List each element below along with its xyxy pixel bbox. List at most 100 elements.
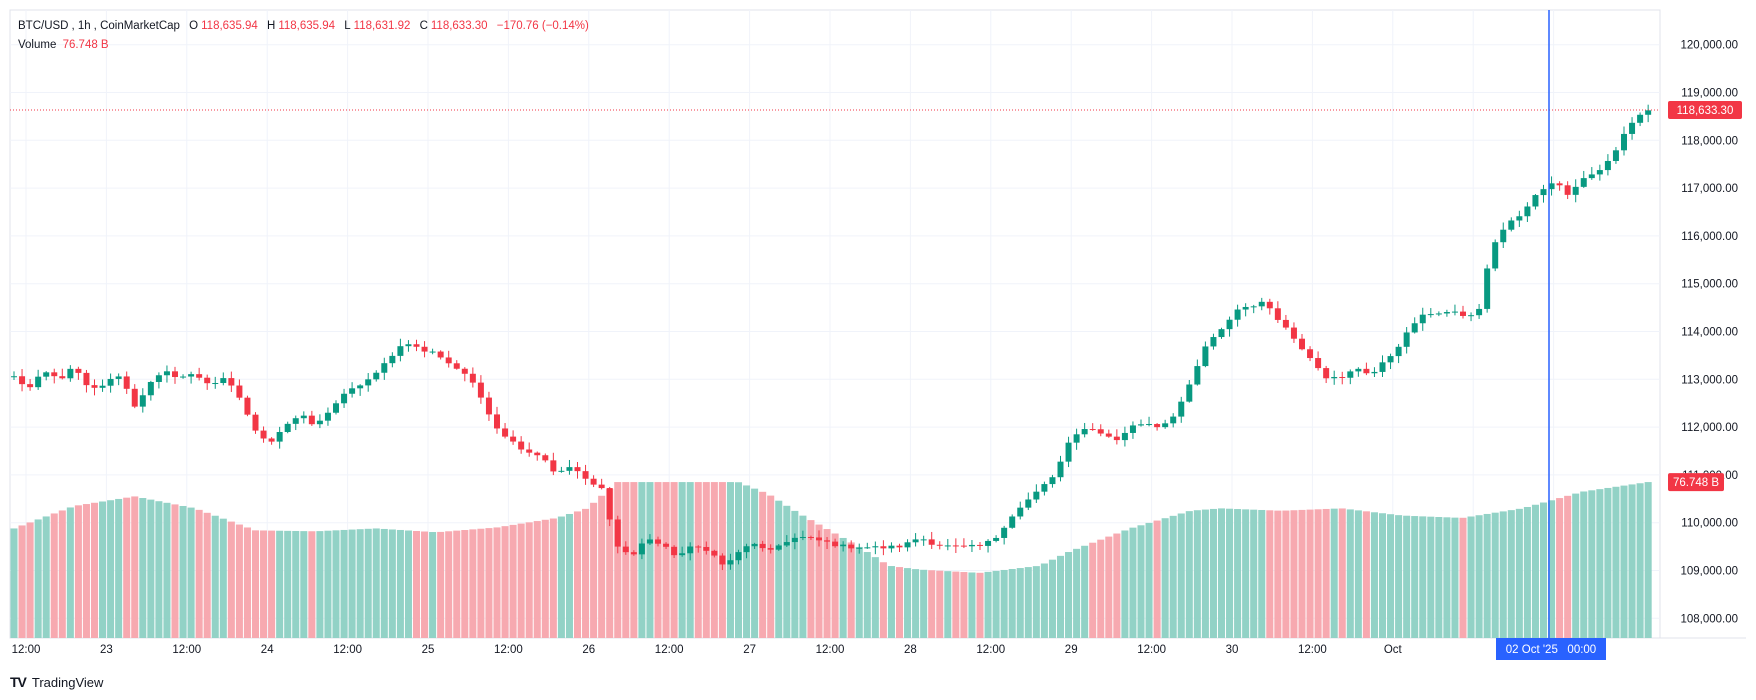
candle-body	[912, 539, 919, 543]
candle-body	[1049, 477, 1056, 485]
candle-body	[864, 547, 871, 549]
candle-body	[172, 371, 178, 378]
volume-bar	[783, 505, 791, 638]
candle-body	[832, 541, 839, 547]
volume-bar	[1266, 510, 1274, 638]
volume-bar	[1564, 495, 1572, 638]
tradingview-attribution[interactable]: TV TradingView	[10, 674, 103, 690]
volume-bar	[1282, 510, 1290, 638]
candle-body	[510, 436, 517, 442]
candle-body	[1355, 368, 1362, 372]
volume-bar	[1201, 509, 1209, 638]
crosshair-time-tag	[1496, 638, 1606, 660]
candle-body	[1516, 216, 1523, 221]
candle-body	[1427, 314, 1434, 316]
volume-bar	[590, 502, 598, 638]
candle-body	[1508, 220, 1515, 230]
candle-body	[469, 373, 476, 383]
y-tick-label: 116,000.00	[1681, 231, 1738, 243]
volume-bar	[1475, 515, 1483, 638]
volume-bar	[123, 497, 131, 638]
candle-body	[115, 376, 122, 379]
candle-body	[1435, 313, 1442, 315]
y-tick-label: 110,000.00	[1681, 518, 1738, 530]
candle-body	[357, 385, 364, 389]
volume-bar	[99, 501, 107, 638]
candle-body	[429, 351, 436, 353]
volume-bar	[775, 500, 783, 638]
candle-body	[284, 423, 291, 433]
candle-body	[1113, 436, 1120, 441]
candle-body	[1532, 195, 1539, 207]
volume-bar	[187, 507, 195, 638]
candle-body	[1395, 346, 1402, 357]
candle-body	[888, 545, 895, 549]
candle-body	[1290, 327, 1297, 339]
volume-bar	[1499, 511, 1507, 638]
x-tick-label: 12:00	[655, 644, 684, 656]
volume-bar	[364, 528, 372, 638]
candle-body	[1612, 150, 1619, 161]
volume-bar	[1065, 552, 1073, 638]
volume-bar	[952, 571, 960, 638]
candle-body	[1186, 384, 1193, 402]
candle-body	[646, 539, 653, 544]
tradingview-logo-icon: TV	[10, 674, 27, 690]
volume-bar	[847, 542, 855, 638]
tradingview-brand-text: TradingView	[31, 674, 104, 690]
volume-bar	[131, 496, 139, 638]
volume-bar	[1612, 486, 1620, 638]
candle-body	[542, 455, 549, 461]
volume-bar	[1556, 498, 1564, 638]
volume-bar	[1483, 513, 1491, 638]
candle-body	[19, 376, 26, 385]
candle-body	[904, 542, 911, 548]
volume-bar	[638, 482, 646, 638]
last-volume-tag	[1668, 473, 1724, 492]
volume-bar	[799, 515, 807, 638]
candle-body	[83, 372, 90, 386]
volume-bar	[863, 552, 871, 638]
volume-bar	[968, 572, 976, 638]
volume-bar	[630, 482, 638, 638]
candle-body	[188, 374, 195, 377]
volume-bar	[251, 530, 260, 638]
volume-bar	[1628, 484, 1636, 638]
volume-bar	[1523, 506, 1531, 638]
candle-body	[1178, 401, 1185, 417]
volume-bar	[1242, 509, 1250, 638]
volume-bar	[509, 524, 517, 638]
last-volume-label: 76.748 B	[1673, 477, 1719, 489]
volume-bar	[1411, 516, 1419, 638]
volume-bar	[219, 518, 227, 638]
volume-bar	[1588, 490, 1596, 638]
candle-body	[638, 543, 645, 555]
volume-bar	[348, 529, 356, 638]
volume-bar	[1459, 517, 1467, 638]
volume-bar	[936, 570, 944, 638]
volume-bar	[759, 491, 767, 638]
y-tick-label: 115,000.00	[1681, 279, 1738, 291]
candle-body	[349, 388, 356, 394]
volume-bar	[1596, 489, 1604, 638]
volume-bar	[34, 519, 42, 638]
candle-body	[35, 376, 42, 388]
volume-bar	[702, 482, 710, 638]
candle-body	[437, 351, 444, 358]
volume-bar	[1306, 509, 1314, 638]
candle-body	[1105, 433, 1112, 437]
volume-bar	[42, 516, 50, 638]
volume-bar	[646, 482, 654, 638]
candle-body	[1621, 133, 1627, 151]
volume-bar	[211, 515, 219, 638]
candle-body	[405, 344, 412, 347]
candle-body	[67, 368, 74, 379]
candle-body	[558, 470, 565, 472]
volume-bar	[984, 571, 992, 638]
candle-body	[840, 544, 847, 547]
candle-body	[1154, 424, 1161, 428]
volume-bar	[155, 501, 163, 638]
volume-bar	[1515, 508, 1523, 638]
candle-body	[341, 393, 348, 404]
